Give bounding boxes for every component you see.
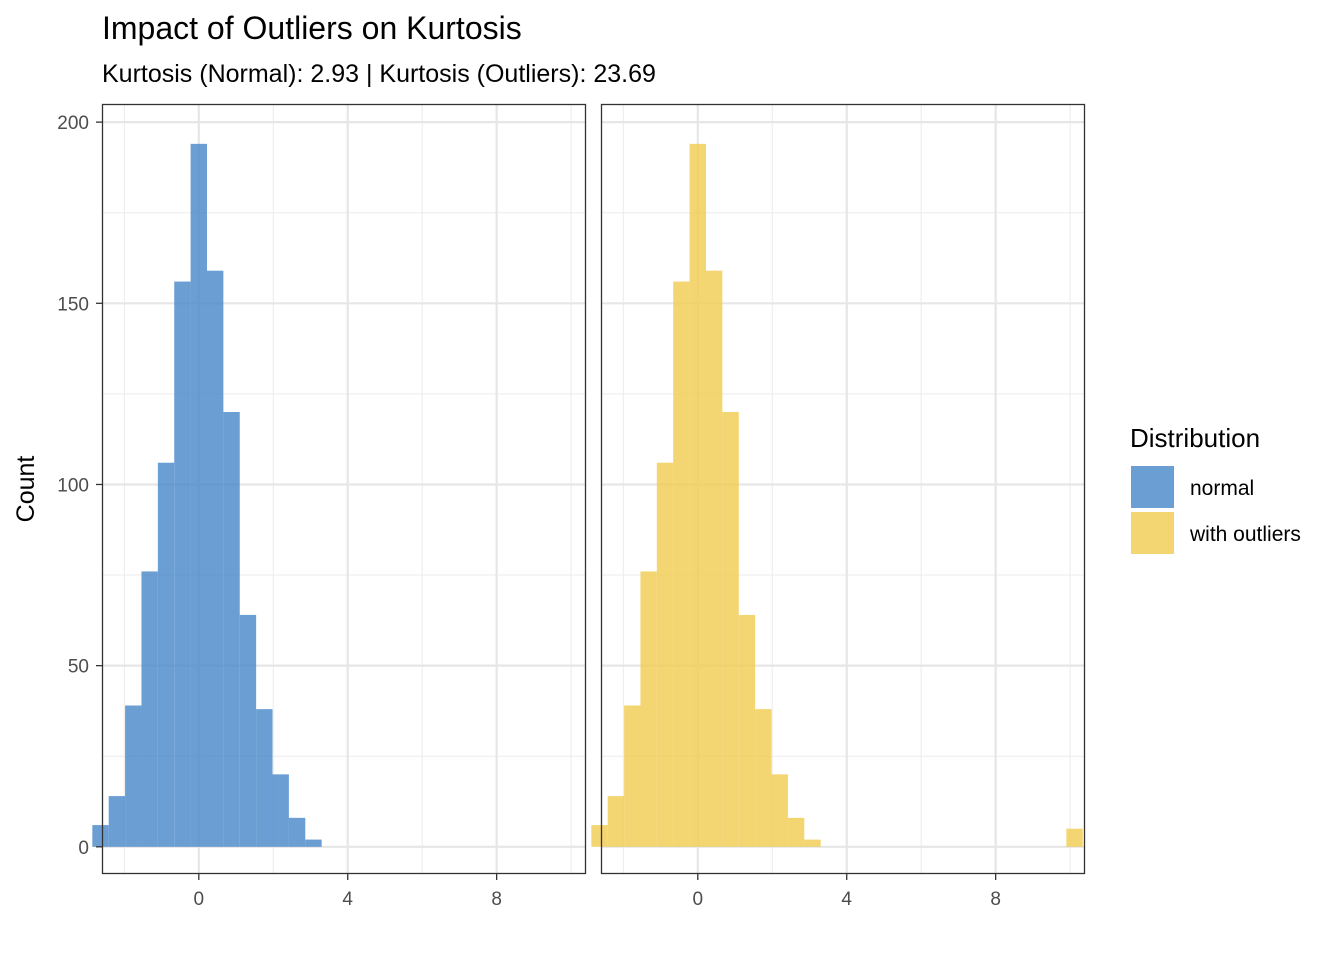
x-tick-label: 0 bbox=[693, 889, 704, 910]
panel-normal: 0 4 8 bbox=[92, 103, 587, 910]
legend: Distribution normal with outliers bbox=[1130, 423, 1301, 554]
histogram-bar bbox=[673, 281, 690, 847]
legend-key-normal bbox=[1131, 466, 1174, 508]
y-tick-label: 150 bbox=[57, 294, 89, 315]
histogram-bar bbox=[288, 817, 306, 847]
histogram-bar bbox=[607, 796, 625, 847]
legend-label: normal bbox=[1190, 477, 1254, 500]
x-tick-label: 4 bbox=[342, 889, 353, 910]
histogram-bar bbox=[157, 462, 175, 847]
histogram-bar bbox=[92, 825, 109, 847]
histogram-bar bbox=[125, 705, 142, 847]
histogram-bar bbox=[223, 412, 240, 847]
histogram-bar bbox=[272, 774, 289, 847]
histogram-bar bbox=[771, 774, 788, 847]
histogram-bar bbox=[108, 796, 126, 847]
x-tick-label: 8 bbox=[990, 889, 1001, 910]
x-tick-label: 0 bbox=[194, 889, 205, 910]
panel-border bbox=[600, 103, 1086, 875]
histogram-bar bbox=[174, 281, 191, 847]
legend-title: Distribution bbox=[1130, 423, 1260, 453]
chart-subtitle: Kurtosis (Normal): 2.93 | Kurtosis (Outl… bbox=[102, 60, 656, 88]
histogram-bar bbox=[239, 614, 257, 847]
histogram-bar bbox=[305, 839, 322, 847]
histogram-bar bbox=[141, 571, 158, 847]
histogram-bar bbox=[705, 270, 723, 847]
y-tick-label: 50 bbox=[68, 657, 89, 678]
y-tick-label: 0 bbox=[78, 838, 89, 859]
y-tick-label: 200 bbox=[57, 113, 89, 134]
chart-title: Impact of Outliers on Kurtosis bbox=[102, 10, 522, 46]
histogram-bar bbox=[1066, 828, 1083, 847]
histogram-bar bbox=[624, 705, 641, 847]
legend-key-with-outliers bbox=[1131, 512, 1174, 554]
histogram-bar bbox=[591, 825, 608, 847]
histogram-bar bbox=[755, 709, 772, 847]
y-tick-label: 100 bbox=[57, 475, 89, 496]
histogram-bar bbox=[206, 270, 224, 847]
histogram-bar bbox=[787, 817, 805, 847]
histogram-bar bbox=[656, 462, 674, 847]
x-tick-label: 8 bbox=[491, 889, 502, 910]
panel-border bbox=[101, 103, 587, 875]
x-tick-label: 4 bbox=[841, 889, 852, 910]
histogram-bar bbox=[722, 412, 739, 847]
panel-with-outliers: 0 4 8 bbox=[591, 103, 1086, 910]
y-axis-label: Count bbox=[12, 456, 40, 523]
legend-label: with outliers bbox=[1189, 523, 1301, 546]
histogram-bar bbox=[804, 839, 821, 847]
histogram-bar bbox=[256, 709, 273, 847]
histogram-bar bbox=[689, 143, 706, 847]
histogram-bar bbox=[738, 614, 756, 847]
histogram-bar bbox=[640, 571, 657, 847]
histogram-bar bbox=[190, 143, 207, 847]
